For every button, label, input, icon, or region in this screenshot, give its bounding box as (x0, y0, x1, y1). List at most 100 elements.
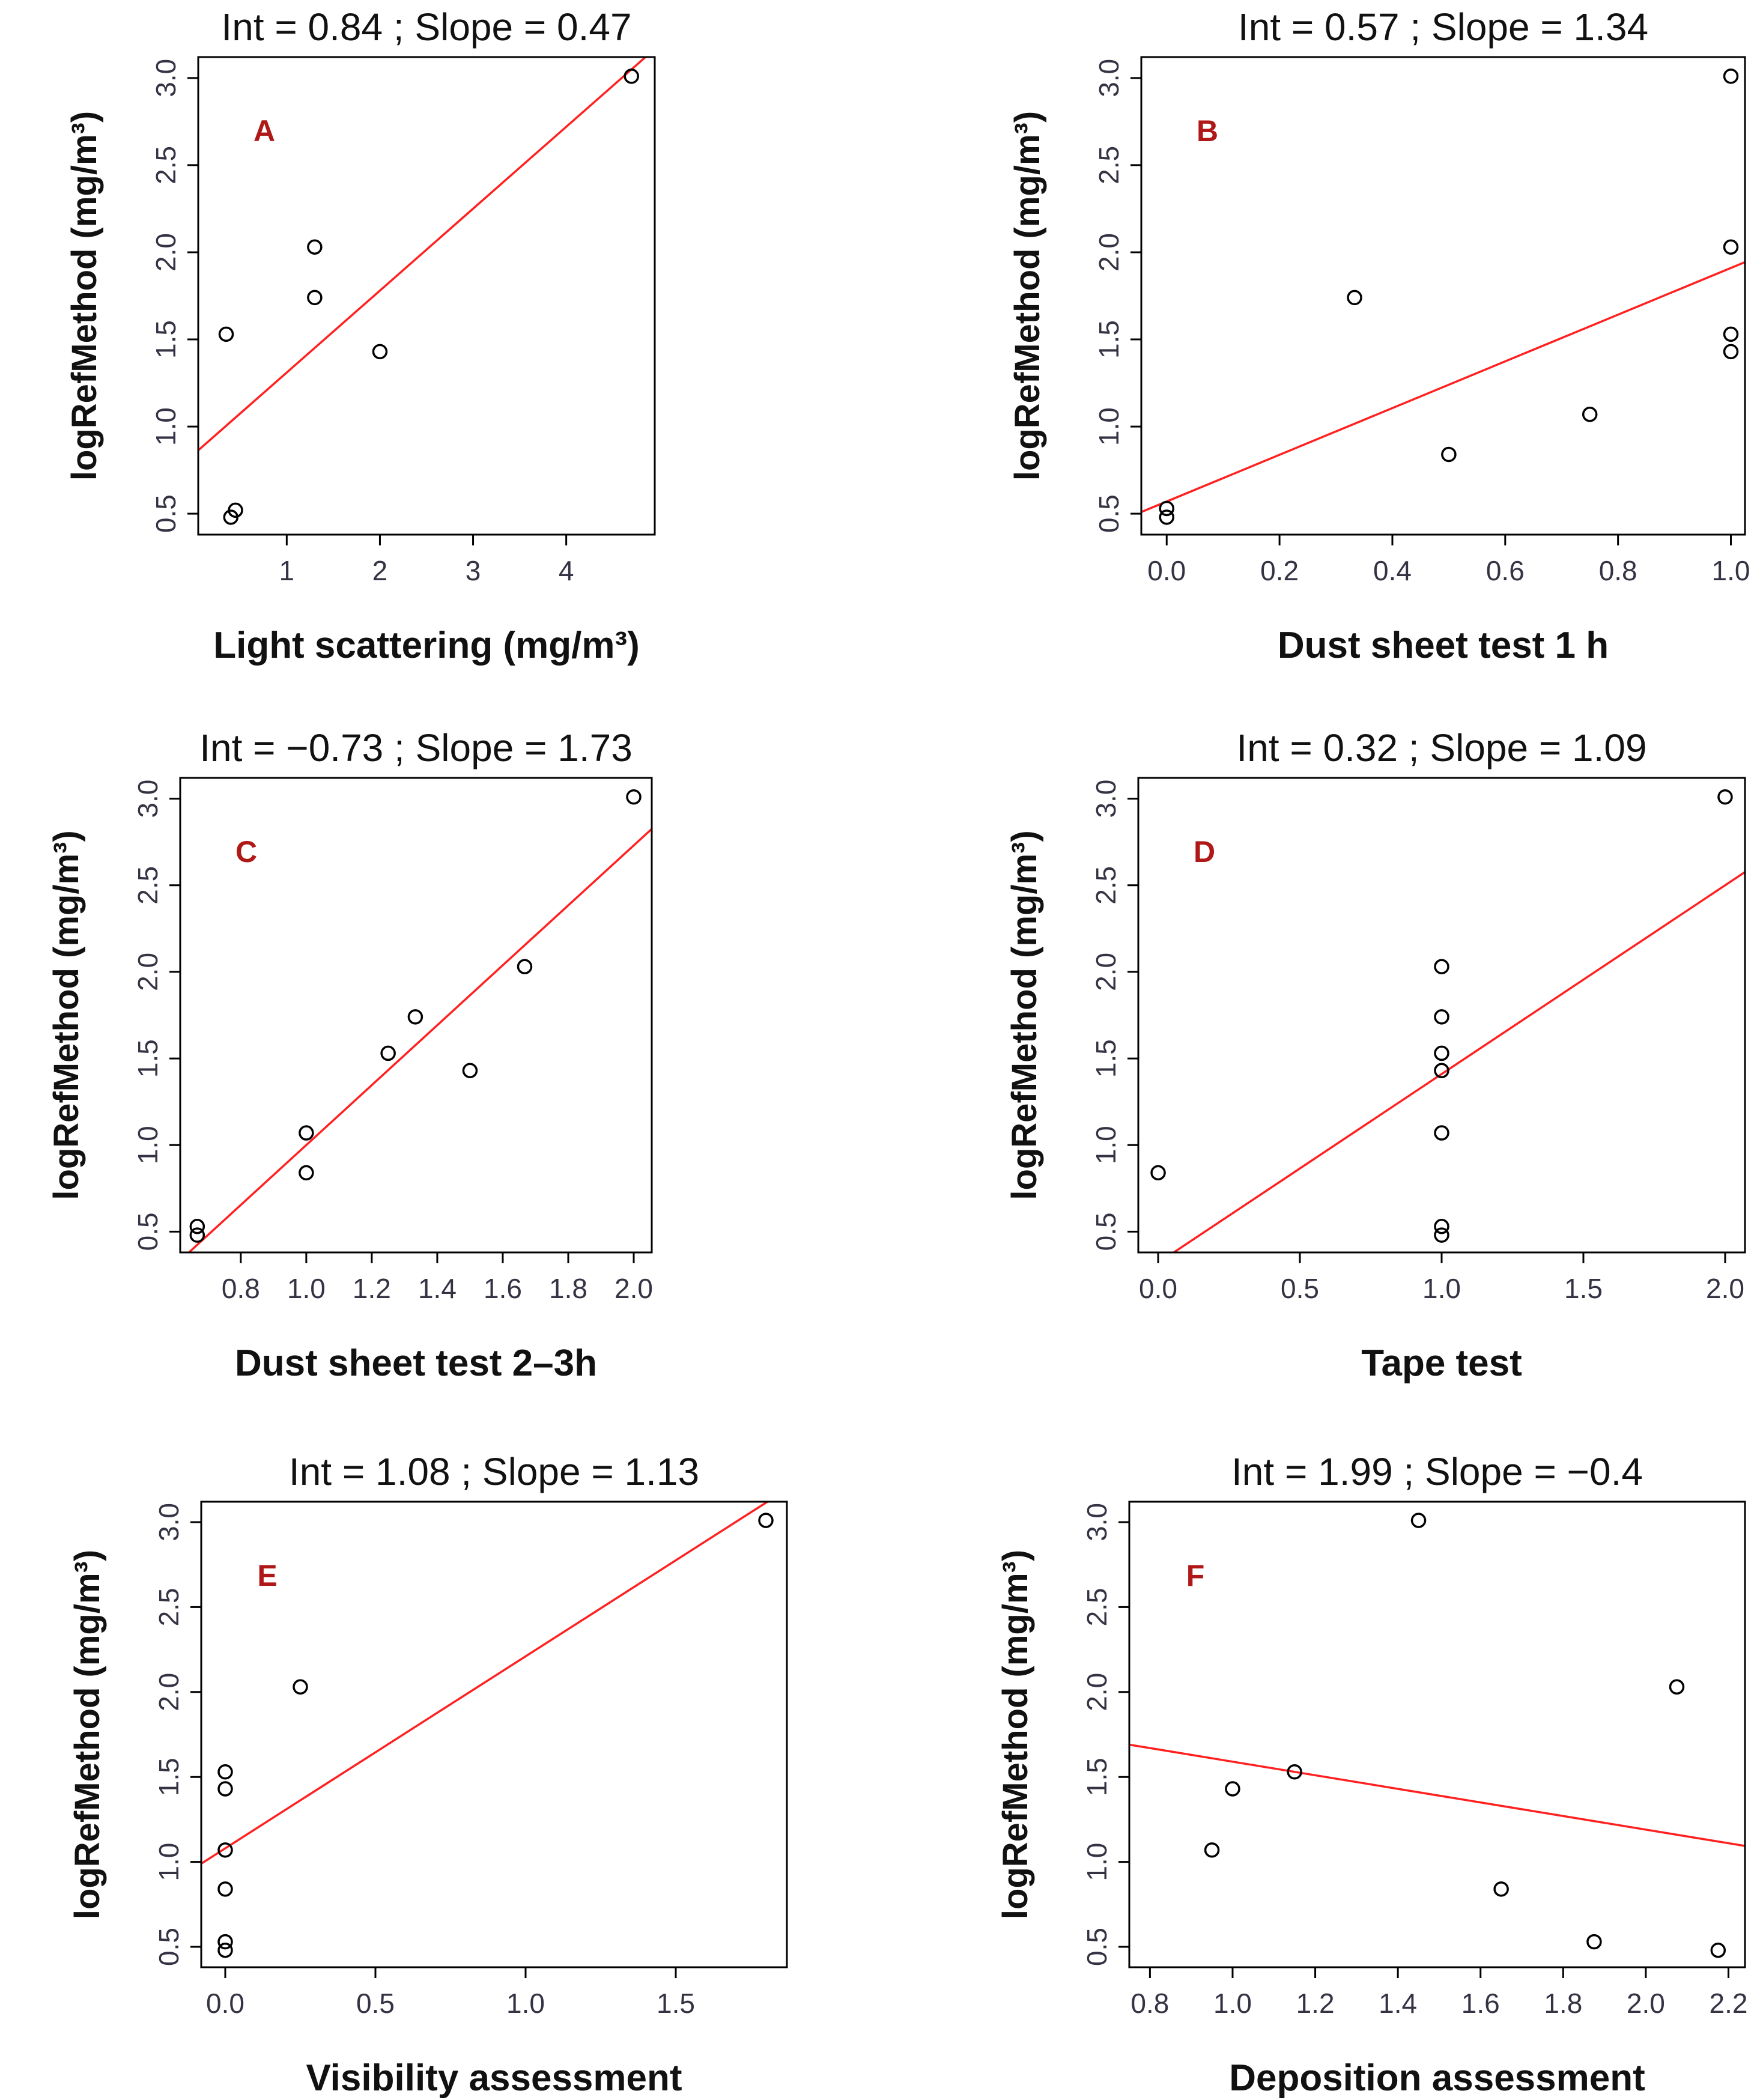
data-point (307, 290, 323, 306)
x-tick-label: 0.0 (206, 1988, 244, 2019)
data-point (293, 1679, 308, 1695)
y-axis-label: logRefMethod (mg/m³) (1008, 111, 1047, 481)
regression-line (1171, 871, 1745, 1252)
y-tick-label: 1.0 (1081, 1843, 1112, 1881)
data-point (758, 1513, 774, 1528)
data-point (1159, 500, 1175, 517)
data-point (1410, 1513, 1427, 1528)
y-axis-label: logRefMethod (mg/m³) (996, 1550, 1035, 1919)
data-point (299, 1125, 314, 1141)
x-tick-label: 0.2 (1260, 555, 1299, 586)
y-tick-label: 2.0 (153, 1673, 184, 1711)
x-tick-label: 0.6 (1486, 555, 1525, 586)
panel-letter: B (1197, 114, 1218, 148)
y-tick-label: 3.0 (1093, 59, 1124, 97)
x-tick-label: 1.0 (1422, 1273, 1461, 1304)
x-tick-label: 1.8 (549, 1273, 587, 1304)
y-tick-label: 2.0 (1090, 953, 1121, 991)
y-axis-label: logRefMethod (mg/m³) (1005, 830, 1044, 1200)
x-tick-label: 1.0 (506, 1988, 545, 2019)
panel-letter: C (235, 835, 257, 869)
data-point (217, 1934, 233, 1950)
data-point (626, 789, 642, 805)
x-axis-label: Visibility assessment (306, 2057, 682, 2099)
plot-frame (1140, 56, 1746, 536)
data-point (1434, 1219, 1449, 1234)
y-tick-label: 1.5 (132, 1039, 163, 1078)
data-point (1287, 1764, 1302, 1780)
panel-title: Int = 1.08 ; Slope = 1.13 (289, 1450, 699, 1493)
data-point (217, 1842, 233, 1858)
y-tick-label: 3.0 (153, 1503, 184, 1541)
y-tick-label: 1.0 (1090, 1126, 1121, 1164)
x-tick-label: 1 (279, 555, 295, 586)
y-tick-label: 2.0 (1081, 1673, 1112, 1711)
y-axis-label: logRefMethod (mg/m³) (65, 111, 104, 481)
data-point (1723, 326, 1739, 342)
x-tick-label: 2.2 (1710, 1988, 1748, 2019)
x-tick-label: 2.0 (1627, 1988, 1665, 2019)
data-point (1723, 344, 1739, 360)
x-axis-label: Light scattering (mg/m³) (213, 625, 640, 666)
x-tick-label: 1.0 (287, 1273, 326, 1304)
x-tick-label: 0.5 (1281, 1273, 1319, 1304)
y-tick-label: 2.0 (1093, 233, 1124, 272)
y-tick-label: 1.0 (150, 407, 181, 446)
data-point (1434, 1125, 1449, 1141)
panel-title: Int = −0.73 ; Slope = 1.73 (199, 726, 633, 769)
y-tick-label: 0.5 (153, 1928, 184, 1966)
x-tick-label: 0.8 (222, 1273, 260, 1304)
data-point (1347, 290, 1362, 306)
y-tick-label: 1.0 (153, 1843, 184, 1881)
x-tick-label: 0.0 (1139, 1273, 1177, 1304)
x-tick-label: 2 (372, 555, 388, 586)
y-tick-label: 2.0 (150, 233, 181, 272)
data-point (1582, 407, 1598, 422)
data-point (228, 502, 243, 518)
data-point (299, 1165, 314, 1181)
panel-e: Int = 1.08 ; Slope = 1.13 0.0 0.5 1.0 1.5 0.5… (68, 1450, 788, 2099)
y-tick-label: 3.0 (150, 59, 181, 97)
data-point (380, 1045, 396, 1061)
data-point (218, 326, 234, 342)
data-point (1159, 509, 1175, 525)
y-axis-label: logRefMethod (mg/m³) (47, 830, 86, 1200)
data-point (1434, 1227, 1449, 1243)
y-tick-label: 2.5 (153, 1588, 184, 1626)
plot-frame (200, 1501, 788, 1968)
data-point (517, 959, 533, 975)
panel-letter: E (257, 1559, 277, 1592)
data-point (189, 1219, 205, 1234)
data-point (217, 1881, 233, 1897)
y-tick-label: 2.0 (132, 953, 163, 991)
x-tick-label: 1.4 (1379, 1988, 1417, 2019)
panel-b: Int = 0.57 ; Slope = 1.34 0.0 0.2 0.4 0.6 0.8… (1008, 5, 1750, 666)
y-tick-label: 2.5 (150, 146, 181, 184)
x-tick-label: 2.0 (614, 1273, 653, 1304)
data-point (1710, 1942, 1726, 1958)
y-axis-label: logRefMethod (mg/m³) (68, 1550, 107, 1919)
x-tick-label: 0.5 (356, 1988, 395, 2019)
x-axis-label: Deposition assessment (1229, 2057, 1645, 2099)
data-point (1723, 239, 1739, 255)
x-tick-label: 1.2 (353, 1273, 391, 1304)
panel-title: Int = 0.84 ; Slope = 0.47 (221, 5, 631, 49)
x-tick-label: 0.8 (1130, 1988, 1169, 2019)
y-tick-label: 1.0 (132, 1126, 163, 1164)
x-axis-label: Dust sheet test 2–3h (235, 1343, 597, 1384)
panel-d: Int = 0.32 ; Slope = 1.09 0.0 0.5 1.0 1.5 2.0… (1005, 726, 1746, 1384)
y-tick-label: 2.5 (1081, 1588, 1112, 1626)
x-tick-label: 0.4 (1373, 555, 1412, 586)
panel-a: Int = 0.84 ; Slope = 0.47 1 2 3 4 0.5 1.0 1.5 2.… (65, 5, 656, 666)
panel-title: Int = 0.32 ; Slope = 1.09 (1236, 726, 1646, 769)
panel-title: Int = 0.57 ; Slope = 1.34 (1238, 5, 1648, 49)
data-point (1225, 1781, 1240, 1797)
data-point (624, 68, 639, 84)
x-tick-label: 3 (466, 555, 481, 586)
panel-title: Int = 1.99 ; Slope = −0.4 (1231, 1450, 1643, 1493)
regression-line (198, 57, 648, 452)
y-tick-label: 0.5 (132, 1212, 163, 1251)
x-tick-label: 2.0 (1706, 1273, 1744, 1304)
data-point (1434, 1009, 1449, 1025)
